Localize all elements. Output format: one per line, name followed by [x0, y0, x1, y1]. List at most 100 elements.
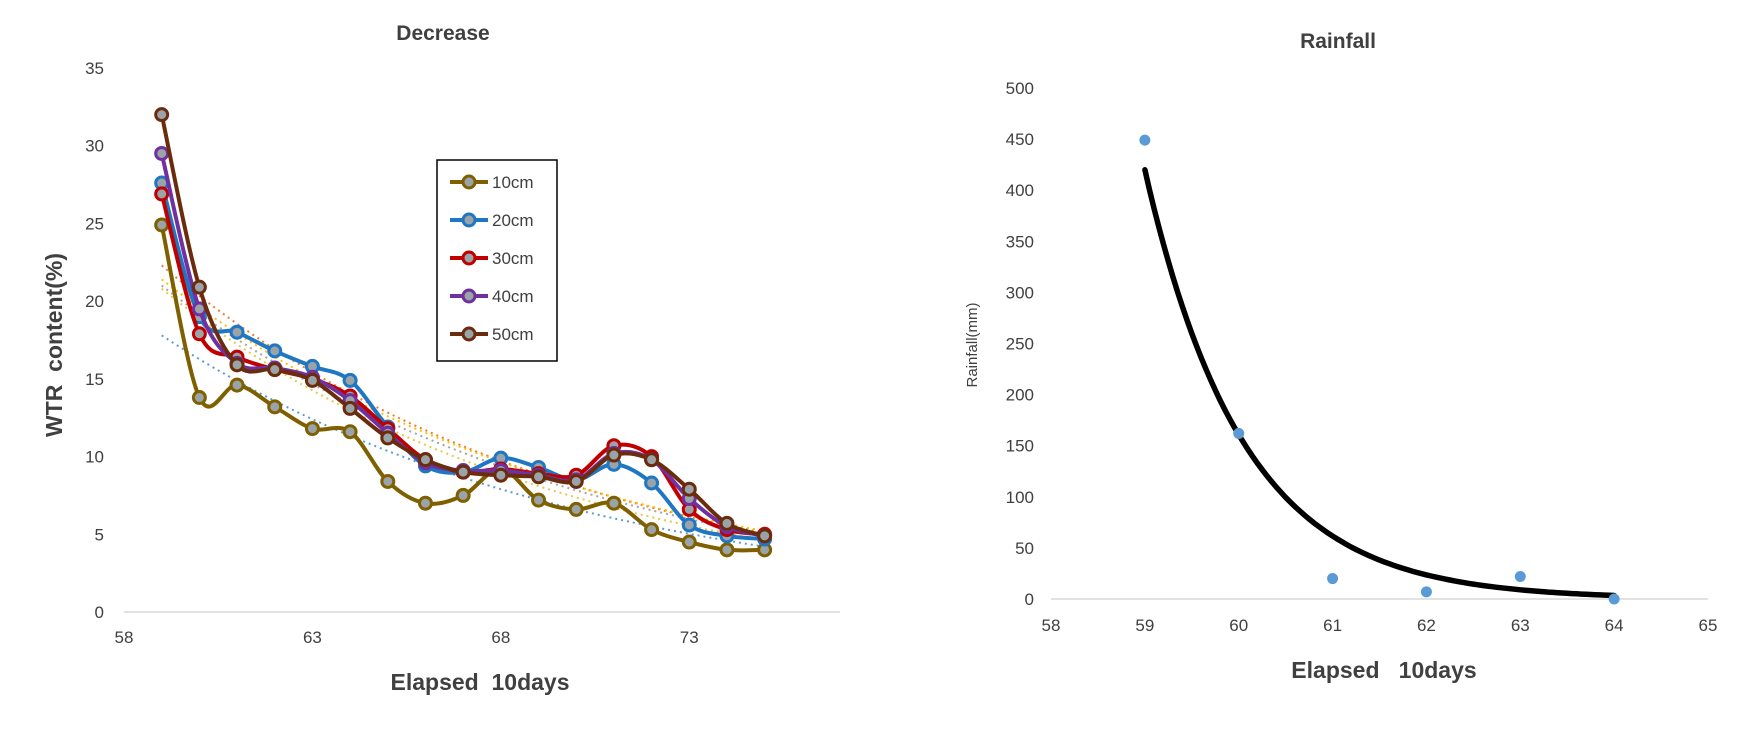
data-point-10cm — [267, 399, 283, 415]
data-point-50cm — [229, 357, 245, 373]
data-point-50cm — [681, 481, 697, 497]
decrease-y-tick-label: 20 — [85, 292, 104, 311]
rainfall-y-tick-label: 200 — [1006, 386, 1034, 405]
decrease-chart: Decrease 0 5 10 15 20 25 30 35 58 63 68 73 Elapsed… — [41, 22, 840, 695]
data-point-50cm — [267, 362, 283, 378]
rainfall-y-tick-label: 450 — [1006, 130, 1034, 149]
rainfall-x-axis-ticks: 58 59 60 61 62 63 64 65 — [1042, 616, 1718, 635]
rainfall-y-tick-label: 250 — [1006, 335, 1034, 354]
data-point-50cm — [191, 279, 207, 295]
rainfall-y-tick-label: 300 — [1006, 283, 1034, 302]
data-point-50cm — [154, 107, 170, 123]
decrease-y-tick-label: 25 — [85, 214, 104, 233]
rainfall-x-tick-label: 62 — [1417, 616, 1436, 635]
data-point-10cm — [229, 377, 245, 393]
rainfall-y-axis-ticks: 0 50 100 150 200 250 300 350 400 450 500 — [1006, 79, 1034, 609]
trendline-20cm — [161, 334, 765, 548]
data-point-40cm — [154, 145, 170, 161]
legend-label-50cm: 50cm — [492, 325, 534, 344]
data-point-50cm — [606, 447, 622, 463]
rainfall-chart-title: Rainfall — [1300, 30, 1376, 53]
decrease-x-tick-label: 58 — [115, 628, 134, 647]
data-point-10cm — [304, 421, 320, 437]
rainfall-trendline — [1142, 167, 1617, 599]
data-point-50cm — [455, 464, 471, 480]
rainfall-y-tick-label: 150 — [1006, 437, 1034, 456]
rainfall-x-axis-title: Elapsed 10days — [1291, 657, 1476, 683]
data-point-50cm — [493, 467, 509, 483]
rainfall-points — [1139, 134, 1620, 605]
rainfall-x-tick-label: 63 — [1511, 616, 1530, 635]
decrease-series — [154, 107, 773, 558]
decrease-x-tick-label: 63 — [303, 628, 322, 647]
data-point-50cm — [719, 515, 735, 531]
decrease-y-tick-label: 0 — [95, 603, 104, 622]
data-point-20cm — [681, 517, 697, 533]
data-point-50cm — [417, 452, 433, 468]
legend-box — [436, 159, 558, 362]
rainfall-y-tick-label: 0 — [1025, 590, 1034, 609]
trendline-30cm — [161, 264, 765, 534]
decrease-x-tick-label: 68 — [491, 628, 510, 647]
data-point-10cm — [380, 473, 396, 489]
rainfall-data-point — [1139, 134, 1151, 146]
legend-marker-40cm — [461, 288, 477, 304]
data-point-10cm — [644, 522, 660, 538]
rainfall-x-tick-label: 65 — [1699, 616, 1718, 635]
data-point-50cm — [757, 528, 773, 544]
legend-marker-30cm — [461, 250, 477, 266]
rainfall-y-axis-title: Rainfall(mm) — [964, 302, 981, 387]
data-point-20cm — [229, 324, 245, 340]
legend-marker-50cm — [461, 326, 477, 342]
rainfall-y-tick-label: 50 — [1015, 539, 1034, 558]
legend-marker-20cm — [461, 212, 477, 228]
data-point-20cm — [644, 475, 660, 491]
data-point-30cm — [154, 186, 170, 202]
rainfall-data-point — [1608, 593, 1620, 605]
data-point-10cm — [531, 492, 547, 508]
decrease-y-tick-label: 15 — [85, 370, 104, 389]
decrease-y-axis-title: WTR content(%) — [41, 253, 67, 437]
legend-label-40cm: 40cm — [492, 287, 534, 306]
rainfall-x-tick-label: 60 — [1229, 616, 1248, 635]
decrease-x-axis-ticks: 58 63 68 73 — [115, 628, 699, 647]
rainfall-chart: Rainfall 050100150200250300350400450500 … — [964, 30, 1717, 683]
data-point-10cm — [191, 390, 207, 406]
decrease-y-axis-ticks: 0 5 10 15 20 25 30 35 — [85, 59, 104, 622]
rainfall-y-tick-label: 400 — [1006, 181, 1034, 200]
rainfall-y-tick-label: 100 — [1006, 488, 1034, 507]
data-point-20cm — [267, 343, 283, 359]
data-point-20cm — [342, 372, 358, 388]
data-point-50cm — [304, 372, 320, 388]
data-point-10cm — [606, 495, 622, 511]
data-point-50cm — [531, 469, 547, 485]
trendline-10cm — [161, 287, 765, 542]
data-point-10cm — [342, 424, 358, 440]
rainfall-data-point — [1420, 586, 1432, 598]
data-point-50cm — [342, 400, 358, 416]
data-point-30cm — [191, 326, 207, 342]
rainfall-data-point — [1514, 571, 1526, 583]
data-point-10cm — [568, 501, 584, 517]
legend-label-30cm: 30cm — [492, 249, 534, 268]
data-point-10cm — [455, 487, 471, 503]
decrease-x-tick-label: 73 — [680, 628, 699, 647]
rainfall-x-tick-label: 59 — [1135, 616, 1154, 635]
decrease-y-tick-label: 5 — [95, 525, 104, 544]
rainfall-y-tick-label: 500 — [1006, 79, 1034, 98]
data-point-10cm — [719, 542, 735, 558]
rainfall-x-tick-label: 61 — [1323, 616, 1342, 635]
decrease-chart-title: Decrease — [396, 22, 489, 45]
data-point-10cm — [154, 217, 170, 233]
data-point-10cm — [417, 495, 433, 511]
decrease-y-tick-label: 10 — [85, 448, 104, 467]
decrease-legend: 10cm 20cm 30cm 40cm 50cm — [436, 159, 558, 362]
decrease-y-tick-label: 35 — [85, 59, 104, 78]
data-point-50cm — [644, 452, 660, 468]
rainfall-x-tick-label: 64 — [1605, 616, 1624, 635]
legend-label-20cm: 20cm — [492, 211, 534, 230]
decrease-y-tick-label: 30 — [85, 137, 104, 156]
rainfall-data-point — [1327, 573, 1339, 585]
rainfall-x-tick-label: 58 — [1042, 616, 1061, 635]
